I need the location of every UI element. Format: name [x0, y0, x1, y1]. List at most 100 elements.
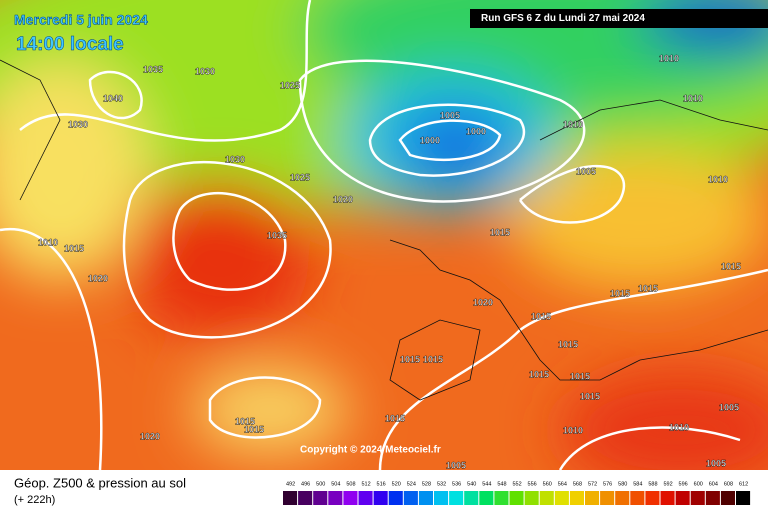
isobar: [398, 119, 502, 161]
isobar-label: 1010: [563, 119, 583, 129]
isobar: [208, 376, 322, 439]
scale-label: 560: [543, 481, 552, 487]
isobar: [88, 70, 143, 120]
scale-label: 600: [694, 481, 703, 487]
scale-swatch: [434, 491, 449, 505]
scale-label: 568: [573, 481, 582, 487]
scale-label: 492: [286, 481, 295, 487]
field-yellow-e: [510, 150, 768, 290]
isobar-label: 1035: [143, 64, 163, 74]
isobar-label: 1015: [235, 416, 255, 426]
scale-swatch: [449, 491, 464, 505]
isobar: [368, 103, 526, 177]
isobar: [122, 161, 332, 339]
scale-label: 596: [679, 481, 688, 487]
coastline: [539, 99, 768, 141]
isobar-label: 1020: [88, 273, 108, 283]
scale-swatch: [720, 491, 735, 505]
footer-title: Géop. Z500 & pression au sol: [14, 475, 186, 490]
scale-swatch: [585, 491, 600, 505]
isobar-label: 1010: [38, 237, 58, 247]
isobar-label: 1035: [267, 230, 287, 240]
isobar-label: 1005: [719, 402, 739, 412]
isobar-label: 1005: [446, 460, 466, 470]
isobar-label: 1005: [576, 166, 596, 176]
isobar-label: 1030: [68, 119, 88, 129]
scale-swatch: [569, 491, 584, 505]
scale-swatch: [418, 491, 433, 505]
isobar: [19, 0, 312, 142]
isobar-label: 1010: [683, 93, 703, 103]
isobar-label: 1030: [225, 154, 245, 164]
isobar: [298, 59, 586, 203]
scale-swatch: [509, 491, 524, 505]
isobar-label: 1015: [721, 261, 741, 271]
isobar-label: 1010: [669, 422, 689, 432]
scale-label: 612: [739, 481, 748, 487]
scale-swatch: [373, 491, 388, 505]
isobar-label: 1020: [140, 431, 160, 441]
coastlines: [0, 59, 768, 401]
scale-label: 520: [392, 481, 401, 487]
coastline: [0, 59, 61, 201]
scale-label: 516: [377, 481, 386, 487]
isobar-label: 1015: [570, 371, 590, 381]
isobar-label: 1015: [580, 391, 600, 401]
scale-label: 532: [437, 481, 446, 487]
isobar-label: 1010: [563, 425, 583, 435]
scale-swatch: [388, 491, 403, 505]
isobar-label: 1015: [400, 354, 420, 364]
isobar-label: 1015: [558, 339, 578, 349]
scale-swatch: [615, 491, 630, 505]
scale-label: 572: [588, 481, 597, 487]
isobar-label: 1015: [423, 354, 443, 364]
isobar-label: 1015: [531, 311, 551, 321]
scale-swatch: [358, 491, 373, 505]
isobar: [518, 165, 626, 224]
scale-swatch: [494, 491, 509, 505]
scale-label: 548: [497, 481, 506, 487]
run-info: Run GFS 6 Z du Lundi 27 mai 2024: [481, 13, 645, 24]
isobar-label: 1015: [64, 243, 84, 253]
scale-swatch: [343, 491, 358, 505]
isobar-label: 1025: [290, 172, 310, 182]
scale-label: 540: [467, 481, 476, 487]
scale-swatch: [328, 491, 343, 505]
scale-swatch: [464, 491, 479, 505]
color-scale: 492 496 500 504 508 512 516 520 524 528 532 536 540 5…: [283, 481, 751, 505]
isobar: [172, 191, 287, 291]
scale-label: 508: [346, 481, 355, 487]
isobar-label: 1005: [440, 110, 460, 120]
scale-label: 608: [724, 481, 733, 487]
isobar-label: 1015: [638, 283, 658, 293]
isobar: [0, 227, 103, 471]
isobar-label: 1015: [385, 413, 405, 423]
isobar-label: 1040: [103, 93, 123, 103]
scale-label: 584: [633, 481, 642, 487]
isobar-label: 1015: [244, 424, 264, 434]
scale-label: 536: [452, 481, 461, 487]
scale-label: 504: [331, 481, 340, 487]
scale-label: 556: [528, 481, 537, 487]
isobar-label: 1025: [280, 80, 300, 90]
scale-label: 564: [558, 481, 567, 487]
scale-swatch: [690, 491, 705, 505]
scale-label: 500: [316, 481, 325, 487]
footer-lead: (+ 222h): [14, 494, 55, 506]
scale-label: 588: [648, 481, 657, 487]
scale-swatch: [675, 491, 690, 505]
scale-swatch: [705, 491, 720, 505]
run-banner: [470, 9, 768, 28]
isobars: [0, 0, 768, 471]
isobar-label: 1015: [610, 288, 630, 298]
scale-swatch: [554, 491, 569, 505]
scale-swatch: [283, 491, 298, 505]
isobar-label: 1000: [466, 126, 486, 136]
field-shading: [0, 0, 768, 490]
z500-field: [0, 0, 768, 490]
isobar-label: 1000: [420, 135, 440, 145]
scale-swatch: [298, 491, 313, 505]
isobar-label: 1010: [708, 174, 728, 184]
scale-swatch: [403, 491, 418, 505]
